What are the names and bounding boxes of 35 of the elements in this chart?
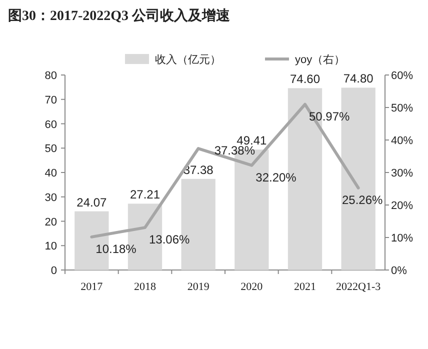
data-label: 74.80: [343, 72, 374, 86]
y2-tick-label: 60%: [391, 70, 414, 82]
y2-tick-label: 40%: [391, 135, 414, 147]
y-tick-label: 0: [50, 265, 57, 277]
data-label: 27.21: [130, 188, 160, 202]
data-label: 37.38%: [214, 144, 256, 158]
y-tick-label: 30: [44, 192, 57, 204]
y-tick-label: 50: [44, 143, 57, 156]
y-tick-label: 70: [44, 94, 57, 106]
legend-label: 收入（亿元）: [155, 53, 221, 66]
data-label: 24.07: [76, 195, 108, 210]
data-label: 10.18%: [96, 242, 137, 256]
x-tick-label: 2020: [240, 281, 264, 293]
data-label: 74.60: [290, 72, 320, 86]
x-tick-label: 2018: [134, 281, 156, 293]
x-tick-label: 2022Q1-3: [336, 281, 382, 293]
data-label: 32.20%: [256, 170, 297, 184]
y2-tick-label: 30%: [391, 168, 414, 180]
data-label: 25.26%: [342, 192, 384, 207]
legend-label: yoy（右）: [295, 54, 346, 66]
chart-title: 图30：2017-2022Q3 公司收入及增速: [8, 8, 232, 24]
x-tick-label: 2017: [80, 281, 104, 293]
x-tick-label: 2019: [187, 281, 210, 293]
y-tick-label: 10: [44, 240, 57, 253]
y2-tick-label: 0%: [391, 265, 408, 277]
y-tick-label: 40: [44, 168, 57, 180]
data-label: 50.97%: [309, 109, 350, 124]
y-tick-label: 60: [44, 118, 57, 131]
y2-tick-label: 50%: [391, 102, 414, 114]
x-tick-label: 2021: [294, 281, 316, 293]
y2-tick-label: 20%: [391, 200, 414, 212]
y2-tick-label: 10%: [391, 232, 414, 244]
y-tick-label: 20: [44, 216, 57, 228]
y-tick-label: 80: [44, 70, 57, 82]
data-label: 13.06%: [149, 232, 190, 247]
